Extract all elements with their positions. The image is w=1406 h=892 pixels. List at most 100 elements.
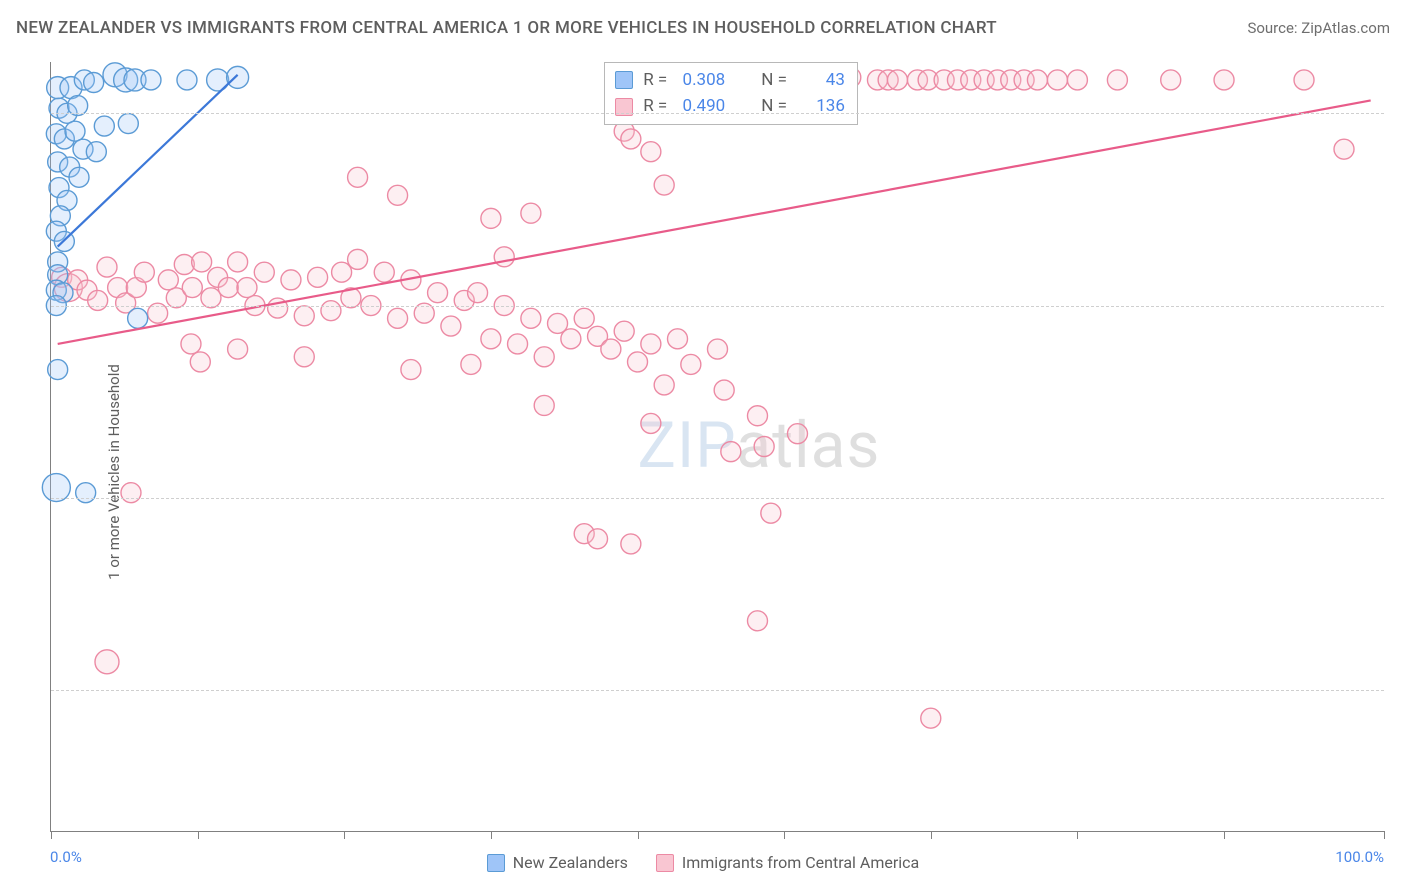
scatter-point-ca [747,611,767,631]
scatter-point-ca [182,278,202,298]
chart-svg [51,62,1384,831]
scatter-point-nz [69,167,89,187]
scatter-point-ca [714,380,734,400]
scatter-point-ca [588,529,608,549]
scatter-point-ca [332,262,352,282]
scatter-point-ca [1067,70,1087,90]
scatter-point-ca [887,70,907,90]
legend-item-ca: Immigrants from Central America [656,853,919,872]
scatter-point-ca [321,301,341,321]
scatter-point-ca [1047,70,1067,90]
scatter-point-ca [1334,139,1354,159]
scatter-point-ca [534,395,554,415]
grid-line [51,113,1384,114]
n-value-nz: 43 [797,67,845,93]
scatter-point-ca [641,413,661,433]
grid-line [51,498,1384,499]
legend-swatch-nz [615,71,633,89]
scatter-point-ca [254,262,274,282]
scatter-point-ca [754,437,774,457]
scatter-point-ca [461,354,481,374]
legend-label-ca: Immigrants from Central America [682,853,919,872]
scatter-point-nz [84,73,104,93]
scatter-point-ca [494,247,514,267]
scatter-point-nz [227,66,249,88]
scatter-point-ca [134,262,154,282]
scatter-point-ca [721,442,741,462]
scatter-point-ca [348,167,368,187]
scatter-point-ca [97,257,117,277]
legend-label-nz: New Zealanders [513,853,628,872]
scatter-point-ca [1214,70,1234,90]
source-name: ZipAtlas.com [1301,19,1390,37]
scatter-point-ca [237,278,257,298]
scatter-point-ca [95,650,119,674]
scatter-point-ca [1107,70,1127,90]
scatter-point-ca [761,503,781,523]
r-label: R = [643,67,667,93]
scatter-point-ca [294,347,314,367]
scatter-point-ca [218,278,238,298]
y-tick-label: 100.0% [1392,104,1406,122]
r-value-ca: 0.490 [677,93,725,119]
x-tick [1384,831,1385,839]
trend-line-ca [58,100,1371,344]
scatter-point-ca [708,339,728,359]
legend-swatch-ca [656,854,674,872]
r-label: R = [643,93,667,119]
chart-title: NEW ZEALANDER VS IMMIGRANTS FROM CENTRAL… [16,18,997,38]
scatter-point-ca [1294,70,1314,90]
scatter-point-nz [65,121,85,141]
correlation-legend-row-ca: R =0.490N =136 [615,93,845,119]
scatter-point-ca [521,203,541,223]
scatter-point-nz [128,308,148,328]
scatter-point-ca [374,262,394,282]
scatter-point-ca [668,329,688,349]
scatter-point-ca [468,283,488,303]
y-tick-label: 77.5% [1392,681,1406,699]
scatter-point-ca [481,208,501,228]
legend-swatch-nz [487,854,505,872]
scatter-point-ca [158,270,178,290]
scatter-point-ca [614,321,634,341]
scatter-point-ca [348,249,368,269]
grid-line [51,306,1384,307]
scatter-point-ca [388,185,408,205]
scatter-point-nz [86,142,106,162]
scatter-point-ca [521,308,541,328]
scatter-point-ca [681,354,701,374]
scatter-point-ca [628,352,648,372]
scatter-point-ca [1027,70,1047,90]
scatter-point-ca [621,534,641,554]
grid-line [51,690,1384,691]
scatter-point-ca [654,175,674,195]
scatter-point-ca [192,252,212,272]
scatter-point-ca [308,267,328,287]
scatter-point-ca [481,329,501,349]
correlation-legend-row-nz: R =0.308N =43 [615,67,845,93]
scatter-point-ca [88,290,108,310]
scatter-point-ca [534,347,554,367]
scatter-point-nz [76,483,96,503]
scatter-point-ca [747,406,767,426]
scatter-point-ca [601,339,621,359]
n-label: N = [761,93,787,119]
scatter-point-ca [441,316,461,336]
scatter-point-nz [177,70,197,90]
scatter-point-ca [181,334,201,354]
scatter-point-nz [141,70,161,90]
scatter-point-nz [48,360,68,380]
scatter-point-ca [574,308,594,328]
scatter-point-ca [294,306,314,326]
scatter-point-ca [228,252,248,272]
scatter-point-ca [190,352,210,372]
y-tick-label: 85.0% [1392,489,1406,507]
scatter-point-ca [621,129,641,149]
scatter-point-ca [561,329,581,349]
scatter-point-ca [508,334,528,354]
scatter-point-nz [94,116,114,136]
n-label: N = [761,67,787,93]
bottom-legend: New Zealanders Immigrants from Central Am… [0,853,1406,872]
scatter-point-nz [118,114,138,134]
legend-item-nz: New Zealanders [487,853,628,872]
